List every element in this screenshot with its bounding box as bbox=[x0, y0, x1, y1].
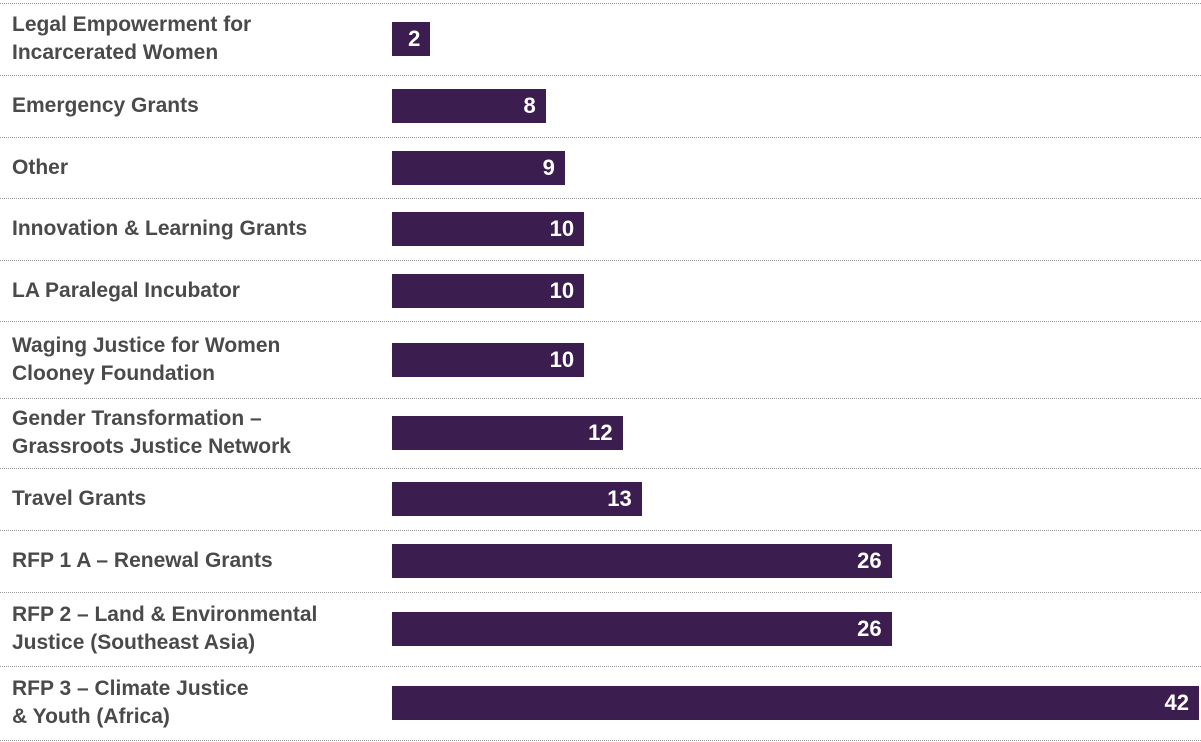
bar: 8 bbox=[392, 89, 546, 123]
bar-value-label: 9 bbox=[542, 154, 555, 180]
bar: 26 bbox=[392, 612, 892, 646]
bar-value-label: 10 bbox=[549, 216, 575, 241]
category-label: Travel Grants bbox=[12, 487, 147, 510]
bar: 10 bbox=[392, 342, 585, 377]
row-divider bbox=[0, 592, 1201, 593]
bar: 10 bbox=[392, 273, 585, 308]
bar: 13 bbox=[392, 482, 642, 516]
bar-value-label: 26 bbox=[857, 548, 882, 573]
row-divider bbox=[0, 740, 1201, 741]
category-label: RFP 1 A – Renewal Grants bbox=[12, 549, 273, 572]
bar-value-label: 26 bbox=[857, 616, 882, 641]
category-label: Other bbox=[12, 155, 69, 179]
bar: 26 bbox=[392, 544, 892, 578]
bar: 10 bbox=[392, 212, 585, 246]
row-divider bbox=[0, 398, 1201, 399]
bar: 9 bbox=[392, 150, 565, 185]
bar: 2 bbox=[392, 22, 431, 56]
category-label: LA Paralegal Incubator bbox=[12, 278, 240, 302]
category-label: RFP 3 – Climate Justice & Youth (Africa) bbox=[12, 677, 249, 728]
row-divider bbox=[0, 75, 1201, 76]
bar-value-label: 2 bbox=[408, 26, 421, 51]
row-divider bbox=[0, 260, 1201, 261]
category-label: RFP 2 – Land & Environmental Justice (So… bbox=[12, 603, 318, 654]
bar-value-label: 13 bbox=[607, 486, 632, 511]
category-label: Gender Transformation – Grassroots Justi… bbox=[12, 407, 291, 458]
row-divider bbox=[0, 321, 1201, 322]
row-divider bbox=[0, 468, 1201, 469]
category-label: Waging Justice for Women Clooney Foundat… bbox=[12, 333, 281, 385]
row-divider bbox=[0, 3, 1201, 4]
bar-value-label: 8 bbox=[523, 93, 536, 118]
row-divider bbox=[0, 198, 1201, 199]
bar: 12 bbox=[392, 416, 623, 450]
bar-value-label: 10 bbox=[549, 277, 575, 303]
bar-value-label: 12 bbox=[588, 420, 613, 445]
category-label: Legal Empowerment for Incarcerated Women bbox=[12, 13, 252, 64]
row-divider bbox=[0, 666, 1201, 667]
bar-value-label: 42 bbox=[1164, 690, 1189, 715]
bar: 42 bbox=[392, 686, 1199, 720]
category-label: Emergency Grants bbox=[12, 94, 199, 117]
bar-value-label: 10 bbox=[549, 346, 575, 372]
row-divider bbox=[0, 137, 1201, 138]
row-divider bbox=[0, 530, 1201, 531]
category-label: Innovation & Learning Grants bbox=[12, 217, 308, 240]
